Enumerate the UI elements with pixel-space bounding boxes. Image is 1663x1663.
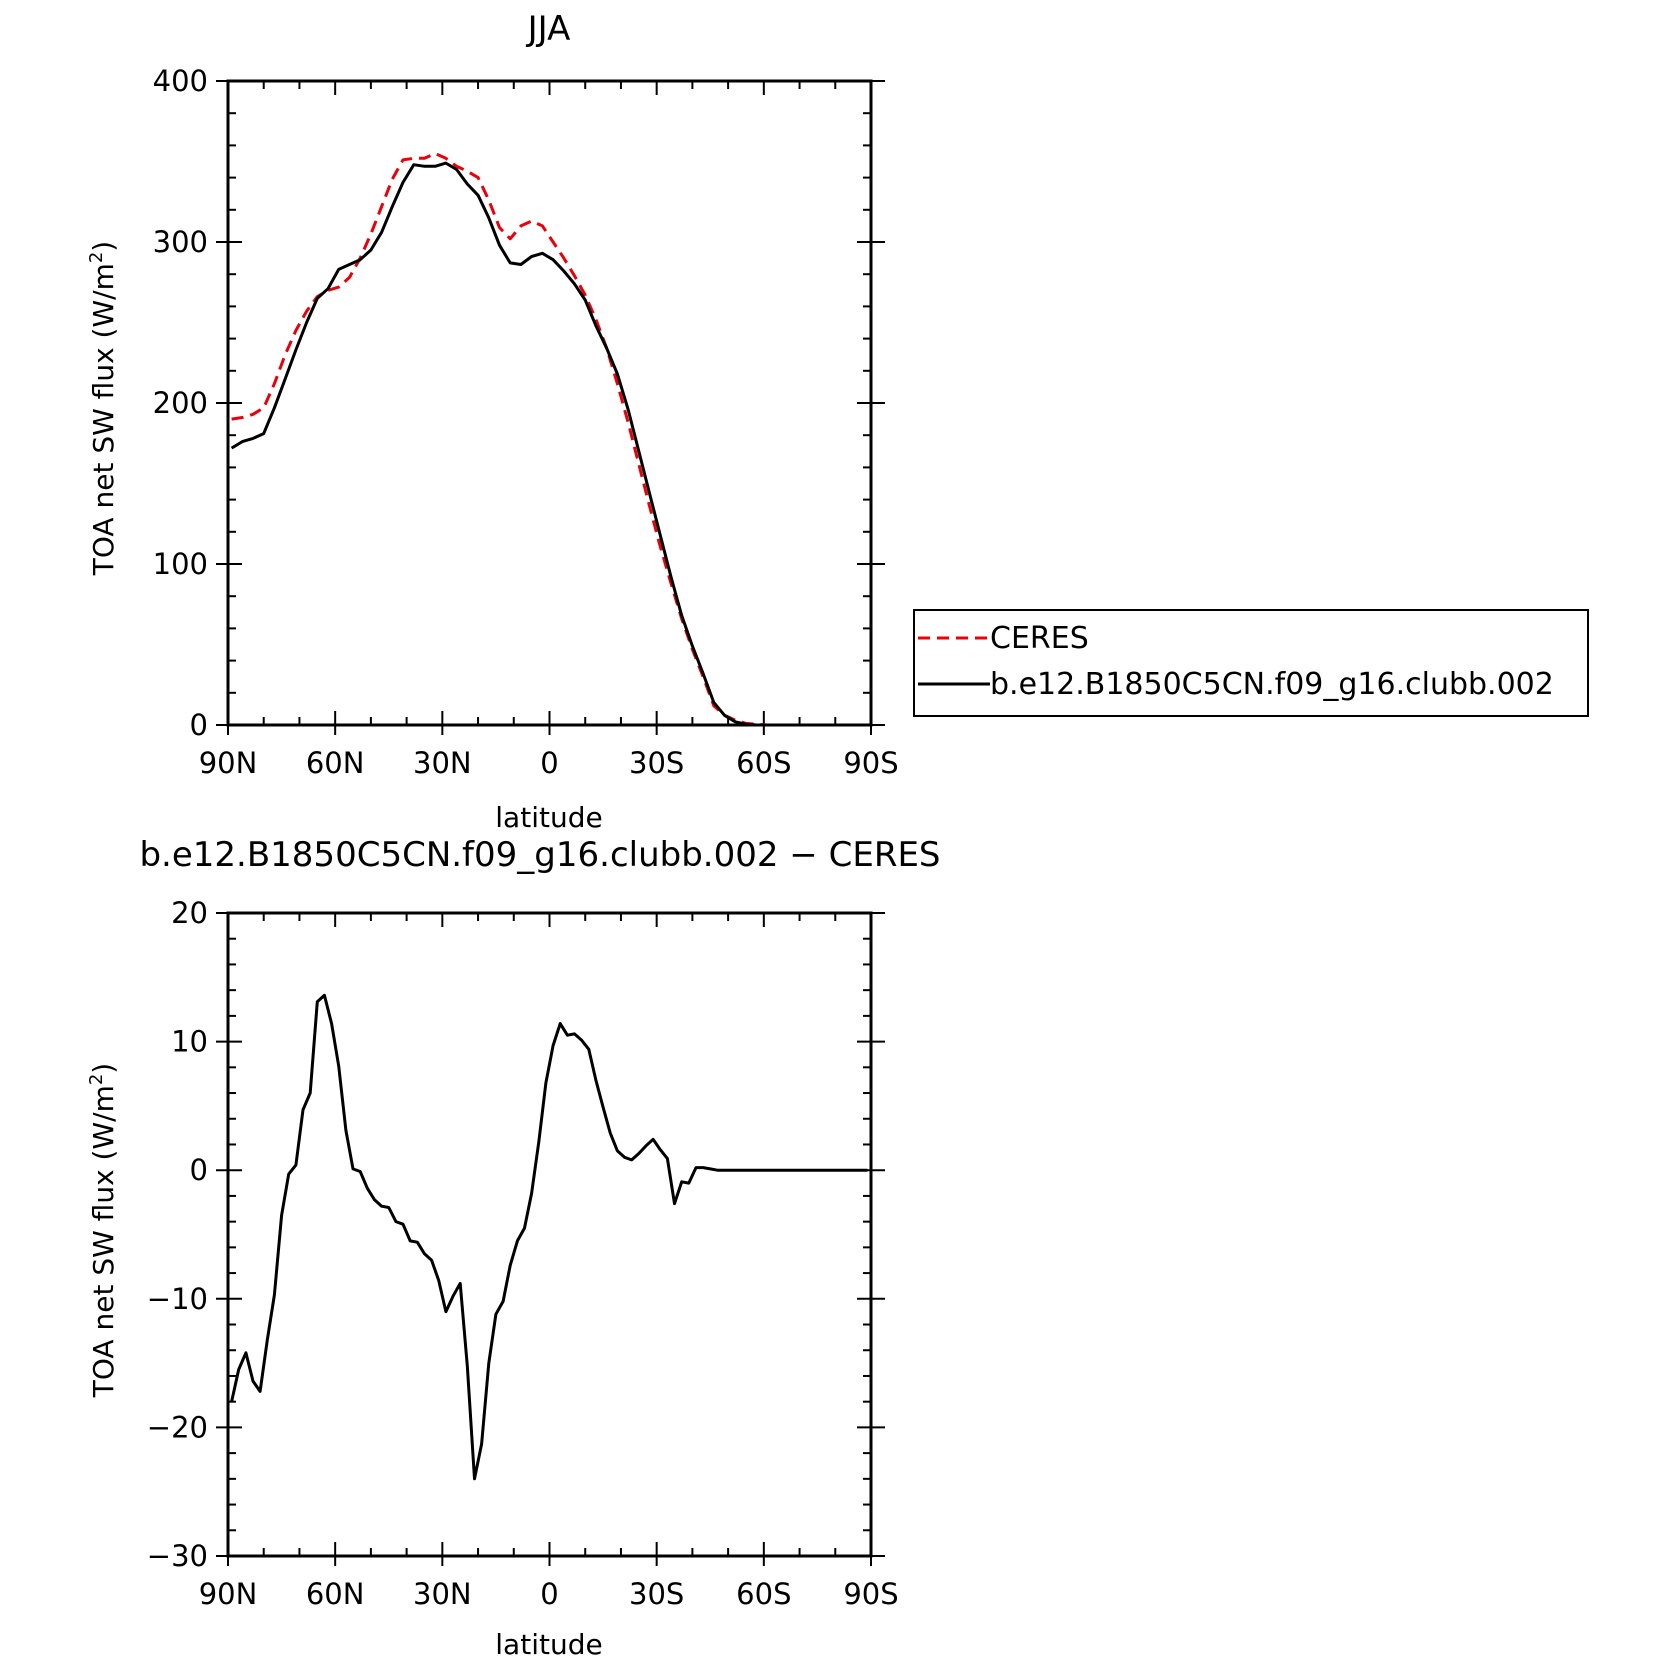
- y-axis-label: TOA net SW flux (W/m2): [86, 1063, 120, 1398]
- x-tick-label: 90N: [199, 746, 258, 780]
- x-tick-label: 30S: [629, 746, 684, 780]
- legend-label-ceres: CERES: [990, 621, 1089, 656]
- plot-frame: [226, 911, 873, 1558]
- x-tick-label: 90S: [843, 1577, 898, 1611]
- x-tick-label: 0: [540, 1577, 558, 1611]
- y-axis-label-main: TOA net SW flux (W/m: [87, 263, 120, 576]
- series-line-difference: [230, 993, 868, 1481]
- y-tick-label: 300: [153, 225, 208, 259]
- x-tick-label: 60N: [306, 1577, 365, 1611]
- y-tick-label: 400: [153, 64, 208, 98]
- y-tick-label: 100: [153, 547, 208, 581]
- y-tick-label: 20: [171, 896, 208, 930]
- top-chart: JJA 90N 60N 30N 0 30S 60S 90S 0 100 200 300 400 lat…: [86, 9, 1589, 834]
- x-tick-label: 90N: [199, 1577, 258, 1611]
- y-axis-label-main: TOA net SW flux (W/m: [87, 1085, 120, 1398]
- y-tick-label: 0: [190, 1153, 208, 1187]
- plot-frame: [226, 79, 873, 727]
- legend: CERES b.e12.B1850C5CN.f09_g16.clubb.002: [913, 609, 1589, 717]
- x-axis-label: latitude: [495, 1628, 602, 1661]
- y-axis-label: TOA net SW flux (W/m2): [86, 241, 120, 576]
- legend-label-model: b.e12.B1850C5CN.f09_g16.clubb.002: [990, 667, 1554, 702]
- tick-labels: 90N 60N 30N 0 30S 60S 90S −30 −20 −10 0 10 20: [147, 896, 899, 1611]
- bottom-chart: b.e12.B1850C5CN.f09_g16.clubb.002 − CERE…: [86, 835, 941, 1661]
- axis-frame: [216, 79, 885, 735]
- x-axis-label: latitude: [495, 801, 602, 834]
- series-line-ceres: [231, 152, 868, 727]
- x-tick-label: 60S: [736, 746, 791, 780]
- y-tick-label: 10: [171, 1025, 208, 1059]
- series-lines: [230, 152, 868, 727]
- y-axis-label-sup: 2: [86, 252, 107, 263]
- chart-title: b.e12.B1850C5CN.f09_g16.clubb.002 − CERE…: [139, 835, 940, 875]
- chart-title: JJA: [526, 9, 571, 49]
- y-tick-label: −10: [147, 1282, 208, 1316]
- series-lines: [230, 993, 868, 1481]
- x-tick-label: 60N: [306, 746, 365, 780]
- y-tick-label: 200: [153, 386, 208, 420]
- y-tick-label: 0: [190, 708, 208, 742]
- x-tick-label: 90S: [843, 746, 898, 780]
- y-axis-label-end: ): [87, 241, 120, 252]
- series-line-b-e12-b1850c5cn-f09-g16-clubb-002: [230, 161, 868, 727]
- x-tick-label: 0: [540, 746, 558, 780]
- tick-labels: 90N 60N 30N 0 30S 60S 90S 0 100 200 300 400: [153, 64, 899, 780]
- axis-frame: [216, 911, 885, 1566]
- x-tick-label: 30N: [413, 746, 472, 780]
- y-axis-label-end: ): [87, 1063, 120, 1074]
- y-axis-label-sup: 2: [86, 1074, 107, 1085]
- legend-box: [913, 609, 1589, 717]
- y-tick-label: −30: [147, 1539, 208, 1573]
- x-tick-label: 30N: [413, 1577, 472, 1611]
- y-tick-label: −20: [147, 1410, 208, 1444]
- x-tick-label: 60S: [736, 1577, 791, 1611]
- x-tick-label: 30S: [629, 1577, 684, 1611]
